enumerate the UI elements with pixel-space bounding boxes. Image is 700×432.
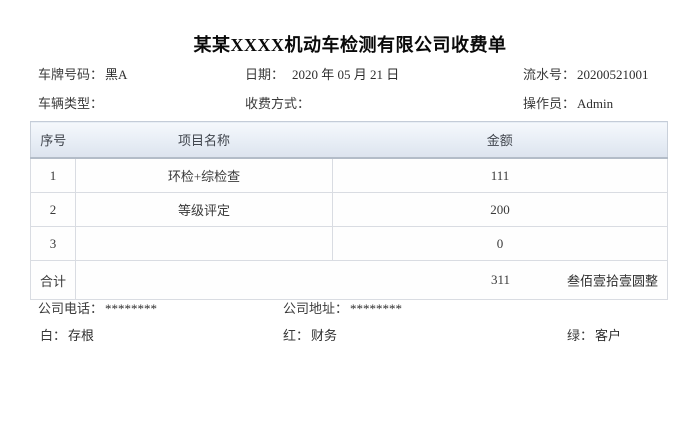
row-amount: 0 [332, 226, 668, 261]
copy-red-label: 红： [283, 328, 310, 343]
column-header-amount: 金额 [332, 121, 668, 159]
total-label: 合计 [30, 260, 76, 300]
operator-label: 操作员： [523, 96, 576, 111]
serial-number-field: 流水号： 20200521001 [523, 67, 649, 83]
vehicle-type-field: 车辆类型： [38, 96, 105, 112]
page-title: 某某XXXX机动车检测有限公司收费单 [193, 35, 507, 55]
vehicle-type-label: 车辆类型： [38, 96, 104, 111]
copy-white-label: 白： [40, 328, 67, 343]
row-amount: 111 [332, 157, 668, 193]
payment-method-field: 收费方式： [245, 96, 312, 112]
row-item: 环检+综检查 [75, 157, 333, 193]
total-cell: 311 叁佰壹拾壹圆整 [75, 260, 668, 300]
plate-number-field: 车牌号码： 黑A [38, 67, 127, 83]
row-item [75, 226, 333, 261]
copy-green-label: 绿： [567, 328, 594, 343]
row-no: 3 [30, 226, 76, 261]
copy-red-value: 财务 [311, 328, 338, 343]
plate-number-value: 黑A [105, 67, 128, 82]
company-address-label: 公司地址： [283, 301, 349, 316]
table-row: 1 环检+综检查 111 [30, 157, 668, 193]
company-phone-field: 公司电话： ******** [38, 301, 157, 317]
plate-number-label: 车牌号码： [38, 67, 104, 82]
date-field: 日期： 2020 年 05 月 21 日 [245, 67, 399, 83]
row-amount: 200 [332, 192, 668, 227]
copy-white-field: 白： 存根 [40, 328, 94, 344]
payment-method-label: 收费方式： [245, 96, 311, 111]
date-value: 2020 年 05 月 21 日 [292, 67, 400, 82]
table-row: 2 等级评定 200 [30, 192, 668, 227]
copy-green-value: 客户 [595, 328, 622, 343]
operator-value: Admin [577, 96, 614, 111]
company-phone-label: 公司电话： [38, 301, 104, 316]
total-amount: 311 [490, 272, 511, 287]
column-header-no: 序号 [30, 121, 76, 159]
serial-number-label: 流水号： [523, 67, 576, 82]
copy-white-value: 存根 [68, 328, 95, 343]
company-address-value: ******** [350, 301, 403, 316]
table-row: 3 0 [30, 226, 668, 261]
company-phone-value: ******** [105, 301, 158, 316]
row-item: 等级评定 [75, 192, 333, 227]
fee-table: 序号 项目名称 金额 1 环检+综检查 111 2 等级评定 200 3 0 [30, 121, 668, 300]
date-label: 日期： [245, 67, 285, 82]
total-amount-capital: 叁佰壹拾壹圆整 [566, 273, 658, 289]
operator-field: 操作员： Admin [523, 96, 613, 112]
row-no: 1 [30, 157, 76, 193]
copy-green-field: 绿： 客户 [567, 328, 621, 344]
column-header-item: 项目名称 [75, 121, 333, 159]
company-address-field: 公司地址： ******** [283, 301, 402, 317]
serial-number-value: 20200521001 [577, 67, 649, 82]
copy-red-field: 红： 财务 [283, 328, 337, 344]
row-no: 2 [30, 192, 76, 227]
total-row: 合计 311 叁佰壹拾壹圆整 [30, 260, 668, 300]
table-header-row: 序号 项目名称 金额 [30, 121, 668, 159]
